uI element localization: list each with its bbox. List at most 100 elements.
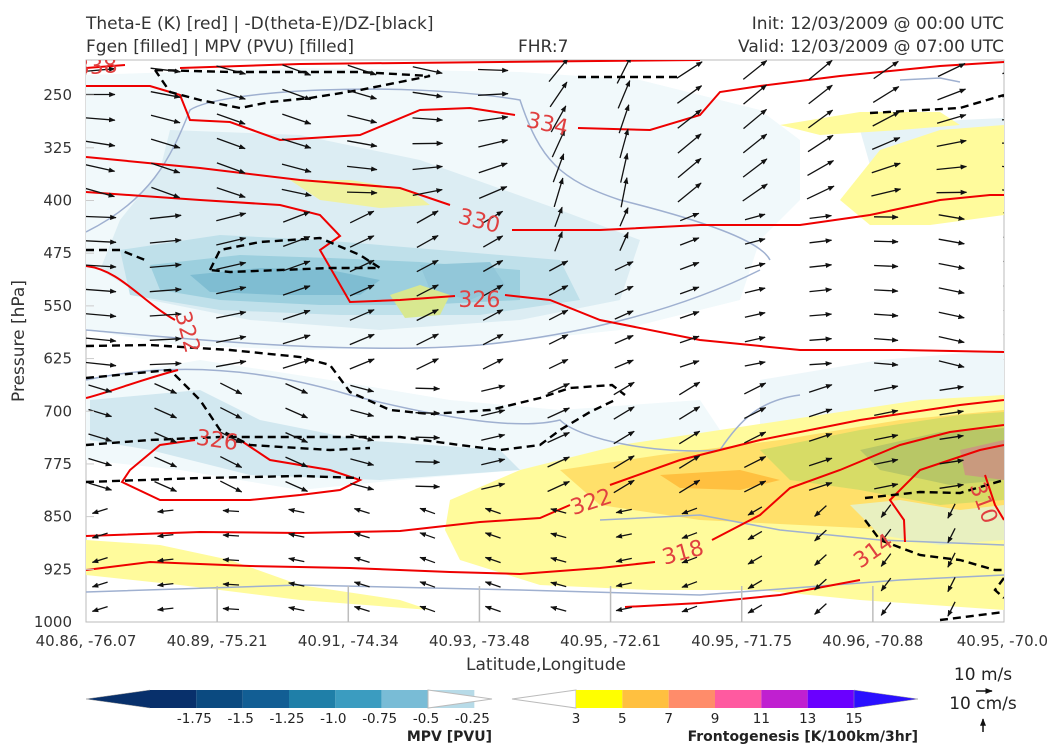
wind-vector (149, 361, 182, 367)
mpv-colorbar-cell (335, 690, 382, 708)
wind-vector (614, 334, 634, 345)
wind-vector (288, 581, 305, 587)
wind-vector (91, 507, 108, 515)
wind-vector (747, 506, 763, 516)
wind-vector (874, 409, 899, 417)
wind-vector (477, 91, 509, 97)
wind-vector (747, 555, 763, 565)
wind-vector (415, 435, 441, 441)
wind-vector (282, 260, 311, 272)
wind-vector (681, 556, 698, 564)
wind-vector (747, 604, 763, 614)
chart-title-line2: Fgen [filled] | MPV (PVU) [filled] (86, 37, 355, 57)
wind-vector (938, 360, 965, 369)
wind-vector (938, 262, 965, 270)
wind-vector (481, 409, 506, 417)
wind-vector (216, 89, 246, 100)
wind-vector (809, 287, 833, 293)
mpv-colorbar-tick: -0.25 (455, 711, 490, 727)
wind-vector (551, 129, 566, 158)
fgen-colorbar-tick: 3 (572, 711, 581, 727)
wind-vector (679, 212, 700, 222)
wind-vector (1003, 309, 1004, 311)
wind-vector (550, 532, 567, 539)
wind-vector (481, 482, 506, 490)
wind-vector (880, 577, 892, 592)
wind-vector (613, 381, 635, 396)
wind-vector (614, 261, 634, 271)
wind-vector (681, 581, 698, 588)
wind-vector (874, 384, 899, 392)
wind-vector (548, 358, 569, 370)
wind-vector (353, 556, 370, 564)
wind-vector (616, 60, 632, 84)
wind-vector (482, 333, 504, 346)
wind-vector (613, 430, 635, 445)
wind-vector (415, 459, 441, 465)
fgen-colorbar-tick: 9 (711, 711, 720, 727)
mpv-colorbar-tick: -1.0 (320, 711, 346, 727)
wind-vector (288, 557, 305, 563)
wind-vector (554, 231, 563, 252)
wind-vector (679, 237, 700, 246)
mpv-colorbar-tick: -0.75 (362, 711, 397, 727)
wind-vector (679, 311, 700, 319)
wind-vector (86, 288, 117, 294)
wind-vector (618, 104, 630, 134)
wind-vector (939, 409, 965, 416)
wind-vector (350, 458, 375, 467)
wind-vector (220, 407, 243, 419)
wind-vector (483, 210, 504, 224)
wind-vector (1002, 165, 1004, 168)
wind-vector (481, 384, 506, 392)
wind-vector (222, 606, 240, 612)
wind-vector (937, 62, 966, 78)
wind-vector (939, 385, 965, 391)
wind-vector (615, 582, 632, 588)
wind-vector (744, 382, 767, 395)
wind-vector (742, 183, 768, 202)
wind-vector (548, 285, 569, 296)
wind-vector (349, 333, 375, 346)
wind-vector (936, 113, 967, 124)
wind-vector (282, 285, 311, 296)
theta-e-label: 338 (75, 53, 119, 81)
wind-vector (747, 530, 763, 541)
wind-vector (86, 313, 117, 319)
wind-vector (482, 259, 504, 273)
wind-vector (549, 81, 568, 108)
wind-vector (620, 177, 629, 208)
wind-vector (939, 434, 965, 440)
x-tick-label: 40.86, -76.07 (36, 632, 137, 650)
wind-vector (88, 408, 113, 418)
wind-vector (482, 358, 504, 370)
wind-vector (614, 359, 634, 369)
wind-vector (874, 433, 899, 441)
wind-vector (1015, 577, 1020, 592)
wind-vector (1002, 72, 1004, 75)
wind-vector (216, 162, 246, 174)
wind-vector (1015, 552, 1020, 567)
wind-vector (285, 456, 309, 468)
mpv-colorbar-tick: -1.5 (227, 711, 253, 727)
wind-vector (814, 529, 827, 542)
wind-vector (744, 431, 767, 444)
wind-vector (947, 503, 956, 519)
wind-vector (419, 556, 436, 564)
valid-time: Valid: 12/03/2009 @ 07:00 UTC (738, 37, 1004, 57)
wind-vector (806, 185, 835, 200)
wind-vector (678, 406, 701, 420)
wind-vector (216, 236, 247, 246)
wind-vector (947, 577, 956, 593)
wind-vector (86, 164, 116, 173)
wind-vector (613, 455, 635, 469)
y-tick-label: 250 (43, 86, 72, 104)
fgen-filled (86, 112, 1004, 610)
wind-vector (1015, 528, 1020, 543)
wind-vector (350, 384, 375, 393)
wind-vector (349, 309, 375, 321)
mpv-colorbar-tick: -1.75 (177, 711, 212, 727)
wind-vector (1005, 484, 1029, 489)
wind-vector (412, 117, 444, 123)
wind-vector (547, 382, 570, 395)
